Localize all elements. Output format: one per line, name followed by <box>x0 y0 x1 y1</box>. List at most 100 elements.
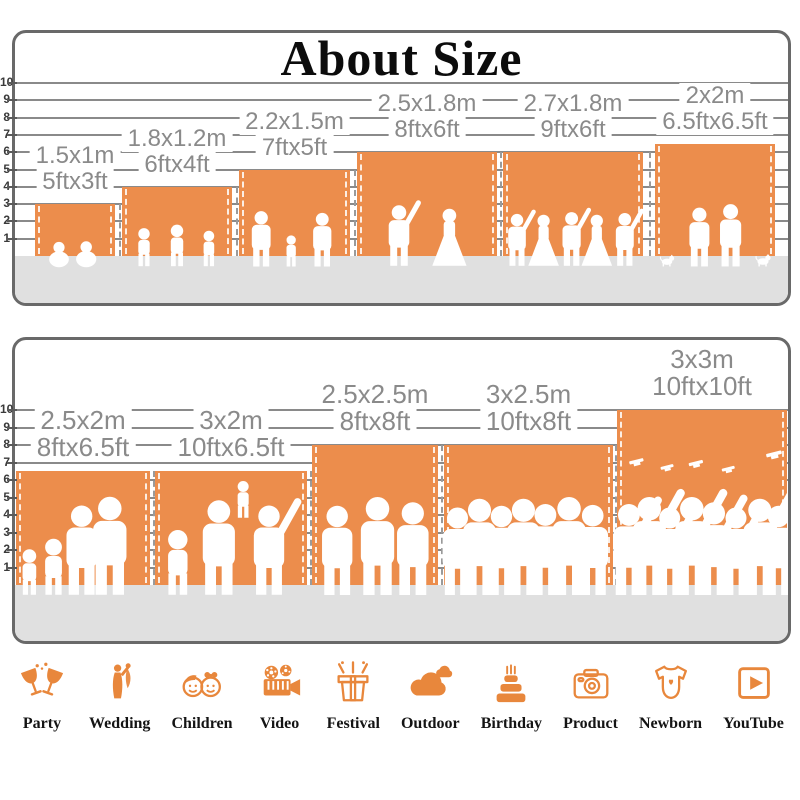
gap-dashed-line <box>353 169 356 256</box>
grid-line <box>15 82 788 84</box>
size-meters: 2.7x1.8m <box>517 91 629 118</box>
size-meters: 2x2m <box>679 82 751 109</box>
people-silhouettes <box>388 200 467 266</box>
size-label: 2.7x1.8m 9ftx6ft <box>517 91 629 144</box>
size-label: 1.5x1m 5ftx3ft <box>29 143 121 196</box>
size-block <box>442 445 613 595</box>
size-label: 2x2m 6.5ftx6.5ft <box>656 82 774 135</box>
size-chart-bottom-panel: 2.5x2m 8ftx6.5ft 3x2m 10ftx6.5ft 2.5x2.5m 8ft… <box>12 337 791 644</box>
block-edge-dash <box>506 154 508 254</box>
category-party: Party <box>16 660 68 733</box>
size-label: 2.2x1.5m 7ftx5ft <box>239 108 350 161</box>
block-edge-dash <box>145 473 147 583</box>
gap-dashed-line <box>500 152 502 256</box>
category-wedding: Wedding <box>89 660 150 733</box>
youtube-icon <box>731 660 777 706</box>
ruler-number: 2 <box>3 542 10 556</box>
ruler-number: 7 <box>3 454 10 469</box>
block-edge-dash <box>242 171 244 254</box>
people-silhouettes <box>508 207 644 266</box>
people-silhouettes <box>168 481 302 595</box>
category-label: YouTube <box>723 715 784 732</box>
wedding-icon <box>97 660 143 706</box>
people-silhouettes <box>613 450 788 595</box>
ruler-number: 1 <box>3 559 10 574</box>
size-meters: 3x3m <box>664 346 740 373</box>
block-edge-dash <box>770 145 772 254</box>
size-block <box>312 445 438 595</box>
size-feet: 6ftx4ft <box>138 151 216 178</box>
size-feet: 7ftx5ft <box>255 134 334 161</box>
category-bar: Party Wedding Children Video Festival Outdoor… <box>16 660 784 762</box>
people-silhouettes <box>49 241 97 268</box>
size-label: 3x2m 10ftx6.5ft <box>171 407 291 462</box>
ruler-number: 10 <box>0 402 14 416</box>
ruler-number: 8 <box>3 109 10 124</box>
block-edge-dash <box>110 206 112 254</box>
party-icon <box>19 660 65 706</box>
ruler-number: 7 <box>3 126 10 141</box>
block-edge-dash <box>433 447 435 583</box>
gap-dashed-line <box>649 152 651 256</box>
ruler-number: 9 <box>3 419 10 434</box>
category-label: Party <box>22 715 62 732</box>
size-meters: 2.5x2m <box>34 407 132 435</box>
people-silhouettes <box>322 497 429 595</box>
block-edge-dash <box>360 154 362 254</box>
block-edge-dash <box>19 473 21 583</box>
ruler-number: 1 <box>3 230 10 245</box>
block-edge-dash <box>227 188 229 254</box>
size-block <box>35 204 115 268</box>
block-edge-dash <box>125 188 127 254</box>
size-block <box>16 471 150 595</box>
category-children: Children <box>171 660 233 733</box>
category-label: Video <box>259 715 300 732</box>
size-label: 3x2.5m 10ftx8ft <box>479 381 578 435</box>
size-feet: 8ftx6ft <box>388 117 466 144</box>
size-block <box>655 143 775 266</box>
category-label: Outdoor <box>400 715 460 732</box>
category-label: Newborn <box>638 715 703 732</box>
category-product: Product <box>563 660 618 733</box>
page-title: About Size <box>280 30 523 86</box>
size-feet: 10ftx6.5ft <box>171 434 291 462</box>
category-label: Festival <box>326 715 380 732</box>
size-meters: 2.5x1.8m <box>371 91 483 118</box>
block-edge-dash <box>38 206 40 254</box>
block-edge-dash <box>345 171 347 254</box>
ruler-number: 5 <box>3 489 10 504</box>
size-label: 2.5x2m 8ftx6.5ft <box>30 407 136 462</box>
block-edge-dash <box>658 145 660 254</box>
category-label: Children <box>171 715 233 732</box>
size-label: 3x3m 10ftx10ft <box>646 346 758 400</box>
birthday-icon <box>488 660 534 706</box>
size-feet: 9ftx6ft <box>534 117 612 144</box>
size-block <box>239 169 350 266</box>
people-silhouettes <box>22 497 127 595</box>
gap-dashed-line <box>441 445 443 585</box>
size-feet: 5ftx3ft <box>36 169 114 196</box>
block-edge-dash <box>302 473 304 583</box>
category-label: Product <box>563 715 618 732</box>
size-meters: 3x2.5m <box>479 381 578 408</box>
size-label: 2.5x1.8m 8ftx6ft <box>371 91 483 144</box>
video-icon <box>257 660 303 706</box>
block-edge-dash <box>608 447 610 583</box>
size-block <box>122 186 232 266</box>
block-edge-dash <box>782 412 784 583</box>
newborn-icon <box>648 660 694 706</box>
product-icon <box>568 660 614 706</box>
people-silhouettes <box>251 210 332 266</box>
block-edge-dash <box>638 154 640 254</box>
gap-dashed-line <box>235 186 238 256</box>
size-block <box>155 471 307 595</box>
children-icon <box>179 660 225 706</box>
category-label: Wedding <box>89 715 151 732</box>
size-label: 1.8x1.2m 6ftx4ft <box>121 125 233 178</box>
size-block <box>357 152 497 266</box>
category-video: Video <box>254 660 306 733</box>
category-newborn: Newborn <box>639 660 702 733</box>
size-feet: 10ftx10ft <box>646 373 758 400</box>
gap-dashed-line <box>615 445 617 585</box>
size-meters: 1.5x1m <box>29 143 121 170</box>
